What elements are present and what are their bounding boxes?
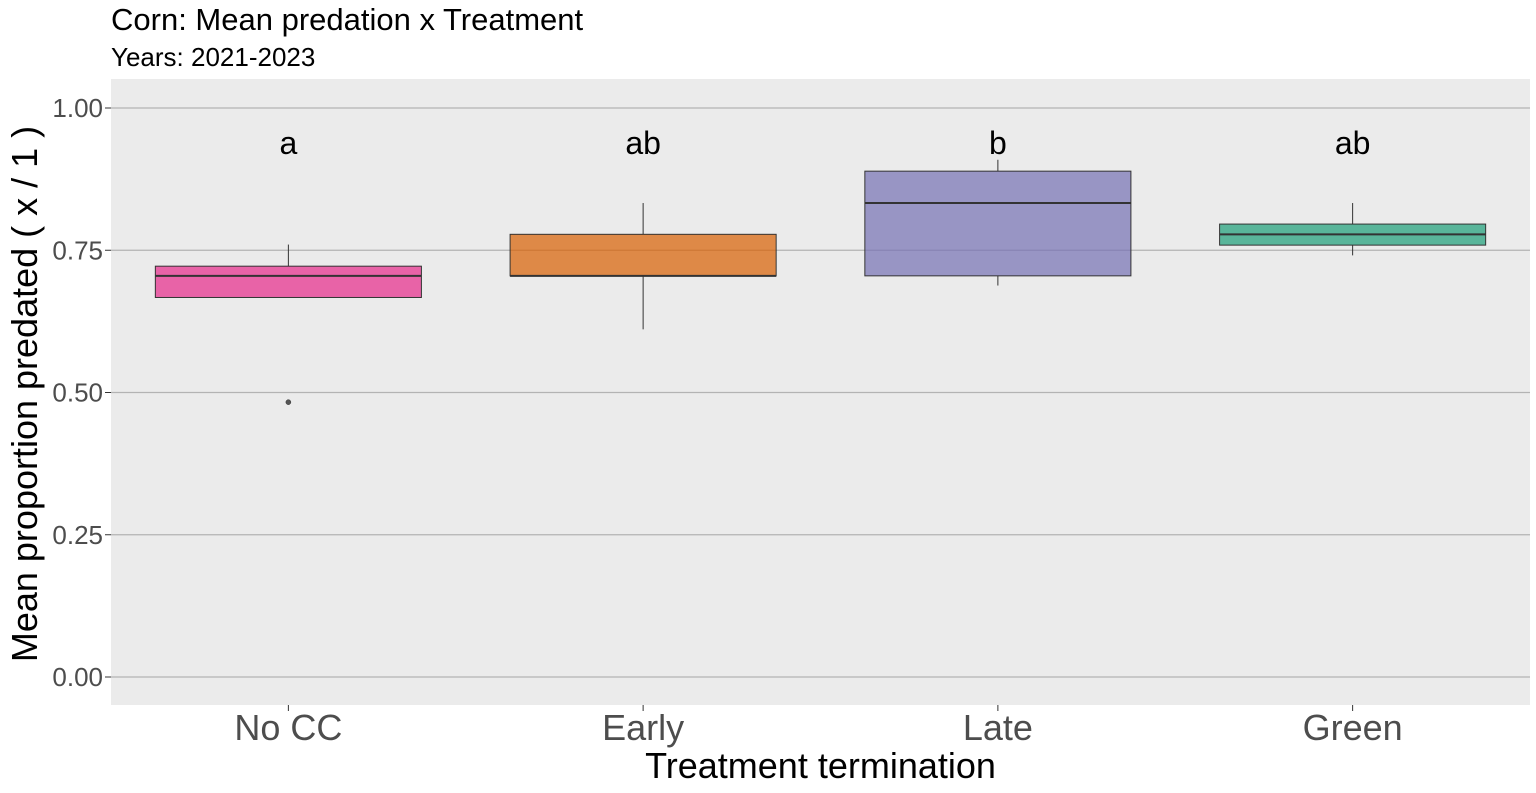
significance-letter: b xyxy=(989,125,1007,161)
box-no-cc: a xyxy=(154,125,422,405)
y-tick-label: 0.25 xyxy=(52,520,103,550)
x-axis-title: Treatment termination xyxy=(645,745,996,786)
y-axis-ticks: 0.00 0.25 0.50 0.75 1.00 xyxy=(52,93,111,692)
box-body xyxy=(154,265,422,298)
chart-subtitle: Years: 2021-2023 xyxy=(111,42,316,72)
chart-title: Corn: Mean predation x Treatment xyxy=(111,2,584,37)
outlier-point xyxy=(285,399,292,405)
x-tick-label: Early xyxy=(602,707,684,748)
x-tick-label: Late xyxy=(963,707,1033,748)
y-axis-title: Mean proportion predated ( x / 1 ) xyxy=(4,126,45,662)
box-series: a ab b ab xyxy=(154,125,1487,405)
box-late: b xyxy=(864,125,1132,286)
x-tick-label: No CC xyxy=(234,707,342,748)
box-early: ab xyxy=(509,125,777,330)
x-tick-label: Green xyxy=(1303,707,1403,748)
significance-letter: ab xyxy=(1335,125,1371,161)
y-tick-label: 0.75 xyxy=(52,235,103,265)
grid-lines xyxy=(111,107,1530,678)
box-body xyxy=(864,170,1132,277)
y-tick-label: 0.00 xyxy=(52,662,103,692)
box-body xyxy=(509,233,777,277)
significance-letter: ab xyxy=(625,125,661,161)
x-axis-ticks: No CC Early Late Green xyxy=(234,705,1403,748)
y-tick-label: 0.50 xyxy=(52,378,103,408)
box-green: ab xyxy=(1219,125,1487,256)
y-tick-label: 1.00 xyxy=(52,93,103,123)
significance-letter: a xyxy=(279,125,297,161)
